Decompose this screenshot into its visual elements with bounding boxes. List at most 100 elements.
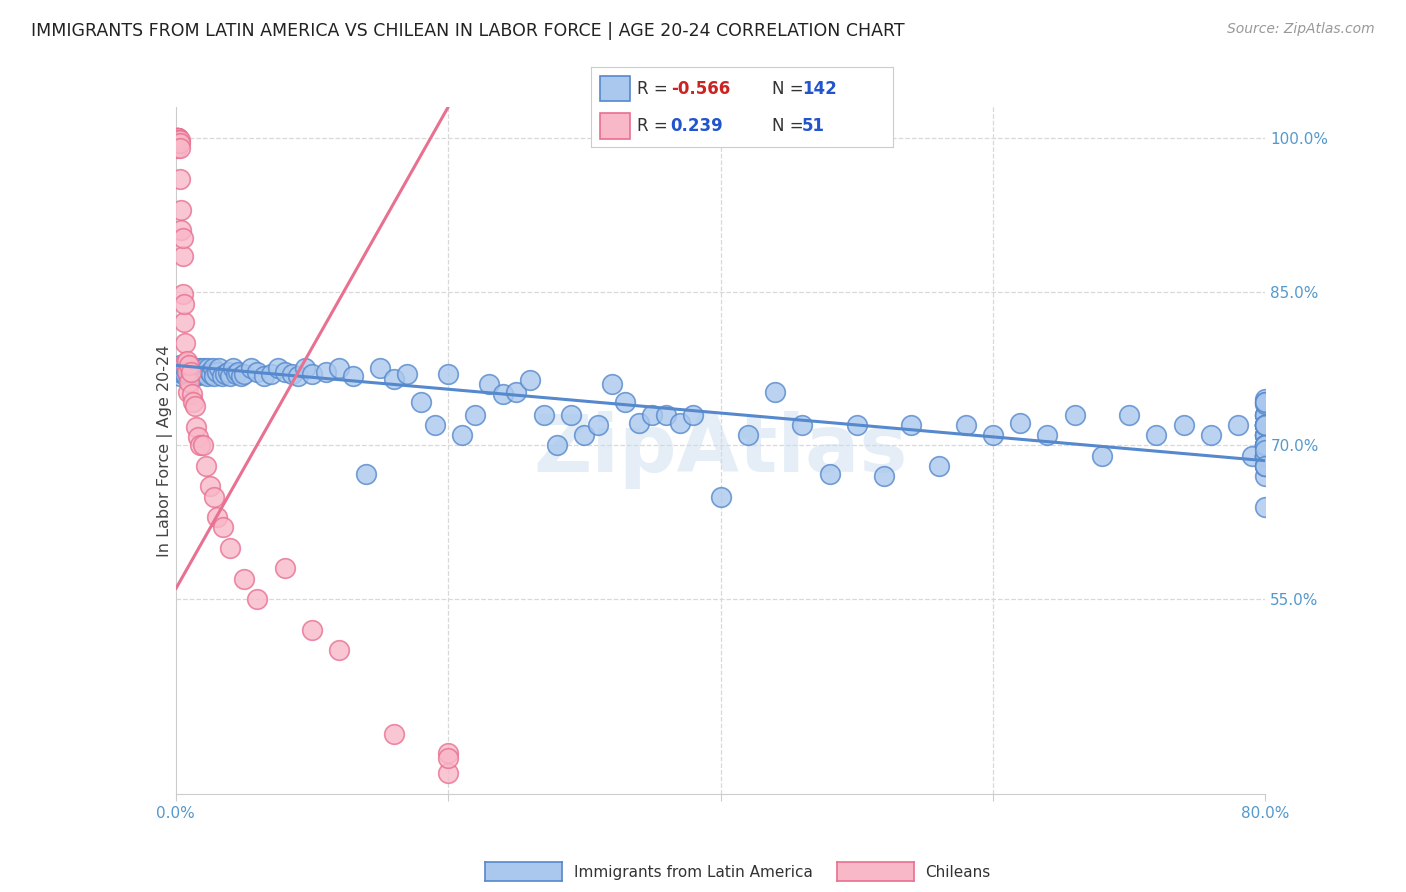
Point [1254,417,1277,432]
Point [172,361,194,376]
Point [600,376,623,391]
Point [188,361,211,376]
Point [1254,438,1277,452]
Text: Chileans: Chileans [925,865,990,880]
Point [208,361,231,376]
Point [267,361,290,376]
Point [737,428,759,442]
Text: 142: 142 [801,79,837,97]
Point [1254,458,1277,473]
Point [301,623,323,637]
Point [219,368,242,383]
Point [492,387,515,401]
Point [180,365,202,379]
Point [181,387,204,401]
Text: R =: R = [637,118,679,136]
Point [1254,417,1277,432]
Point [184,400,207,414]
Point [533,408,555,422]
Point [1227,417,1250,432]
Point [1254,449,1277,463]
Point [1254,469,1277,483]
Bar [599,113,630,139]
Point [1091,449,1114,463]
Point [328,361,350,376]
Point [1254,438,1277,452]
Point [188,438,211,452]
Point [900,417,922,432]
Point [201,361,224,376]
Point [177,384,200,399]
Point [1254,443,1277,458]
Point [1254,417,1277,432]
Point [222,361,245,376]
Point [212,520,235,534]
Point [1254,428,1277,442]
Point [1254,449,1277,463]
Point [1240,449,1263,463]
Point [186,430,209,444]
Point [1254,449,1277,463]
Text: 0.239: 0.239 [671,118,723,136]
Point [183,361,205,376]
Point [1254,438,1277,452]
Point [627,416,650,430]
Point [174,356,197,370]
Point [315,365,337,379]
Point [437,766,460,780]
Text: R =: R = [637,79,673,97]
Point [205,365,228,379]
Text: 51: 51 [801,118,825,136]
Point [818,467,841,481]
Point [173,297,195,311]
Point [1254,395,1277,409]
Point [195,368,218,383]
Point [184,367,207,381]
Point [186,365,209,379]
Point [176,359,198,373]
Point [1254,428,1277,442]
Point [1144,428,1167,442]
Point [167,130,190,145]
Point [173,315,195,329]
Point [191,365,214,379]
Point [1254,417,1277,432]
Point [166,130,188,145]
Point [560,408,582,422]
Point [167,136,190,150]
Point [1254,408,1277,422]
Point [981,428,1004,442]
Point [1254,408,1277,422]
Point [198,479,221,493]
Point [214,367,236,381]
Point [202,368,225,383]
Point [169,359,191,373]
Point [179,375,201,389]
Point [287,368,309,383]
Point [1254,417,1277,432]
Point [641,408,664,422]
Point [368,361,391,376]
Text: N =: N = [772,79,808,97]
Point [167,130,190,145]
Point [519,373,541,387]
Point [342,368,364,383]
Point [167,361,190,376]
Point [505,384,527,399]
Point [225,367,247,381]
Point [177,367,200,381]
Y-axis label: In Labor Force | Age 20-24: In Labor Force | Age 20-24 [156,344,173,557]
Point [792,417,814,432]
Point [928,458,950,473]
Point [174,361,197,376]
Point [450,428,472,442]
Point [193,361,215,376]
Point [382,372,405,386]
Point [232,367,254,381]
Point [169,136,191,150]
Point [180,367,202,381]
Point [166,130,188,145]
Point [1254,449,1277,463]
Point [1254,428,1277,442]
Point [574,428,596,442]
